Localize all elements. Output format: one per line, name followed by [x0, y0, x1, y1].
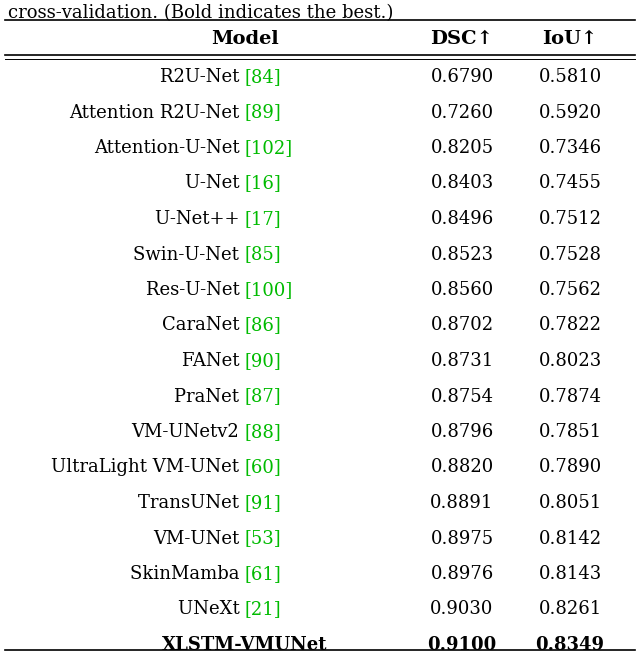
Text: [91]: [91] [245, 494, 282, 512]
Text: 0.8142: 0.8142 [538, 530, 602, 548]
Text: 0.8523: 0.8523 [431, 246, 493, 263]
Text: Attention R2U-Net: Attention R2U-Net [69, 104, 245, 122]
Text: UNeXt: UNeXt [177, 601, 245, 619]
Text: UltraLight VM-UNet: UltraLight VM-UNet [51, 458, 245, 476]
Text: 0.6790: 0.6790 [430, 68, 493, 86]
Text: [16]: [16] [245, 174, 282, 192]
Text: 0.8496: 0.8496 [430, 210, 493, 228]
Text: 0.8820: 0.8820 [430, 458, 493, 476]
Text: U-Net++: U-Net++ [155, 210, 245, 228]
Text: 0.7260: 0.7260 [431, 104, 493, 122]
Text: 0.7512: 0.7512 [538, 210, 602, 228]
Text: 0.8731: 0.8731 [430, 352, 493, 370]
Text: TransUNet: TransUNet [138, 494, 245, 512]
Text: 0.8143: 0.8143 [538, 565, 602, 583]
Text: 0.8976: 0.8976 [430, 565, 493, 583]
Text: [17]: [17] [245, 210, 282, 228]
Text: 0.8051: 0.8051 [538, 494, 602, 512]
Text: VM-UNetv2: VM-UNetv2 [131, 423, 245, 441]
Text: 0.8754: 0.8754 [431, 387, 493, 405]
Text: Res-U-Net: Res-U-Net [145, 281, 245, 299]
Text: FANet: FANet [182, 352, 245, 370]
Text: 0.7890: 0.7890 [538, 458, 602, 476]
Text: [100]: [100] [245, 281, 293, 299]
Text: 0.9030: 0.9030 [430, 601, 493, 619]
Text: XLSTM-VMUNet: XLSTM-VMUNet [163, 636, 328, 654]
Text: 0.7528: 0.7528 [538, 246, 602, 263]
Text: R2U-Net: R2U-Net [160, 68, 245, 86]
Text: cross-validation. (Bold indicates the best.): cross-validation. (Bold indicates the be… [8, 4, 394, 22]
Text: [61]: [61] [245, 565, 282, 583]
Text: 0.7562: 0.7562 [538, 281, 602, 299]
Text: [86]: [86] [245, 317, 282, 335]
Text: 0.7455: 0.7455 [539, 174, 602, 192]
Text: Attention-U-Net: Attention-U-Net [93, 139, 245, 157]
Text: [88]: [88] [245, 423, 282, 441]
Text: Swin-U-Net: Swin-U-Net [133, 246, 245, 263]
Text: IoU↑: IoU↑ [542, 30, 598, 48]
Text: [87]: [87] [245, 387, 282, 405]
Text: DSC↑: DSC↑ [431, 30, 493, 48]
Text: 0.8349: 0.8349 [536, 636, 605, 654]
Text: VM-UNet: VM-UNet [153, 530, 245, 548]
Text: 0.5920: 0.5920 [538, 104, 602, 122]
Text: 0.8702: 0.8702 [431, 317, 493, 335]
Text: [85]: [85] [245, 246, 282, 263]
Text: 0.7346: 0.7346 [538, 139, 602, 157]
Text: [53]: [53] [245, 530, 282, 548]
Text: U-Net: U-Net [185, 174, 245, 192]
Text: 0.8560: 0.8560 [430, 281, 493, 299]
Text: CaraNet: CaraNet [162, 317, 245, 335]
Text: 0.7874: 0.7874 [538, 387, 602, 405]
Text: 0.8261: 0.8261 [538, 601, 602, 619]
Text: PraNet: PraNet [174, 387, 245, 405]
Text: 0.5810: 0.5810 [538, 68, 602, 86]
Text: [21]: [21] [245, 601, 282, 619]
Text: [102]: [102] [245, 139, 293, 157]
Text: 0.8403: 0.8403 [430, 174, 493, 192]
Text: [84]: [84] [245, 68, 282, 86]
Text: 0.8023: 0.8023 [538, 352, 602, 370]
Text: SkinMamba: SkinMamba [130, 565, 245, 583]
Text: 0.7851: 0.7851 [538, 423, 602, 441]
Text: Model: Model [211, 30, 279, 48]
Text: 0.8891: 0.8891 [430, 494, 493, 512]
Text: [89]: [89] [245, 104, 282, 122]
Text: 0.7822: 0.7822 [538, 317, 602, 335]
Text: [90]: [90] [245, 352, 282, 370]
Text: [60]: [60] [245, 458, 282, 476]
Text: 0.8796: 0.8796 [430, 423, 493, 441]
Text: 0.9100: 0.9100 [428, 636, 497, 654]
Text: 0.8205: 0.8205 [431, 139, 493, 157]
Text: 0.8975: 0.8975 [431, 530, 493, 548]
